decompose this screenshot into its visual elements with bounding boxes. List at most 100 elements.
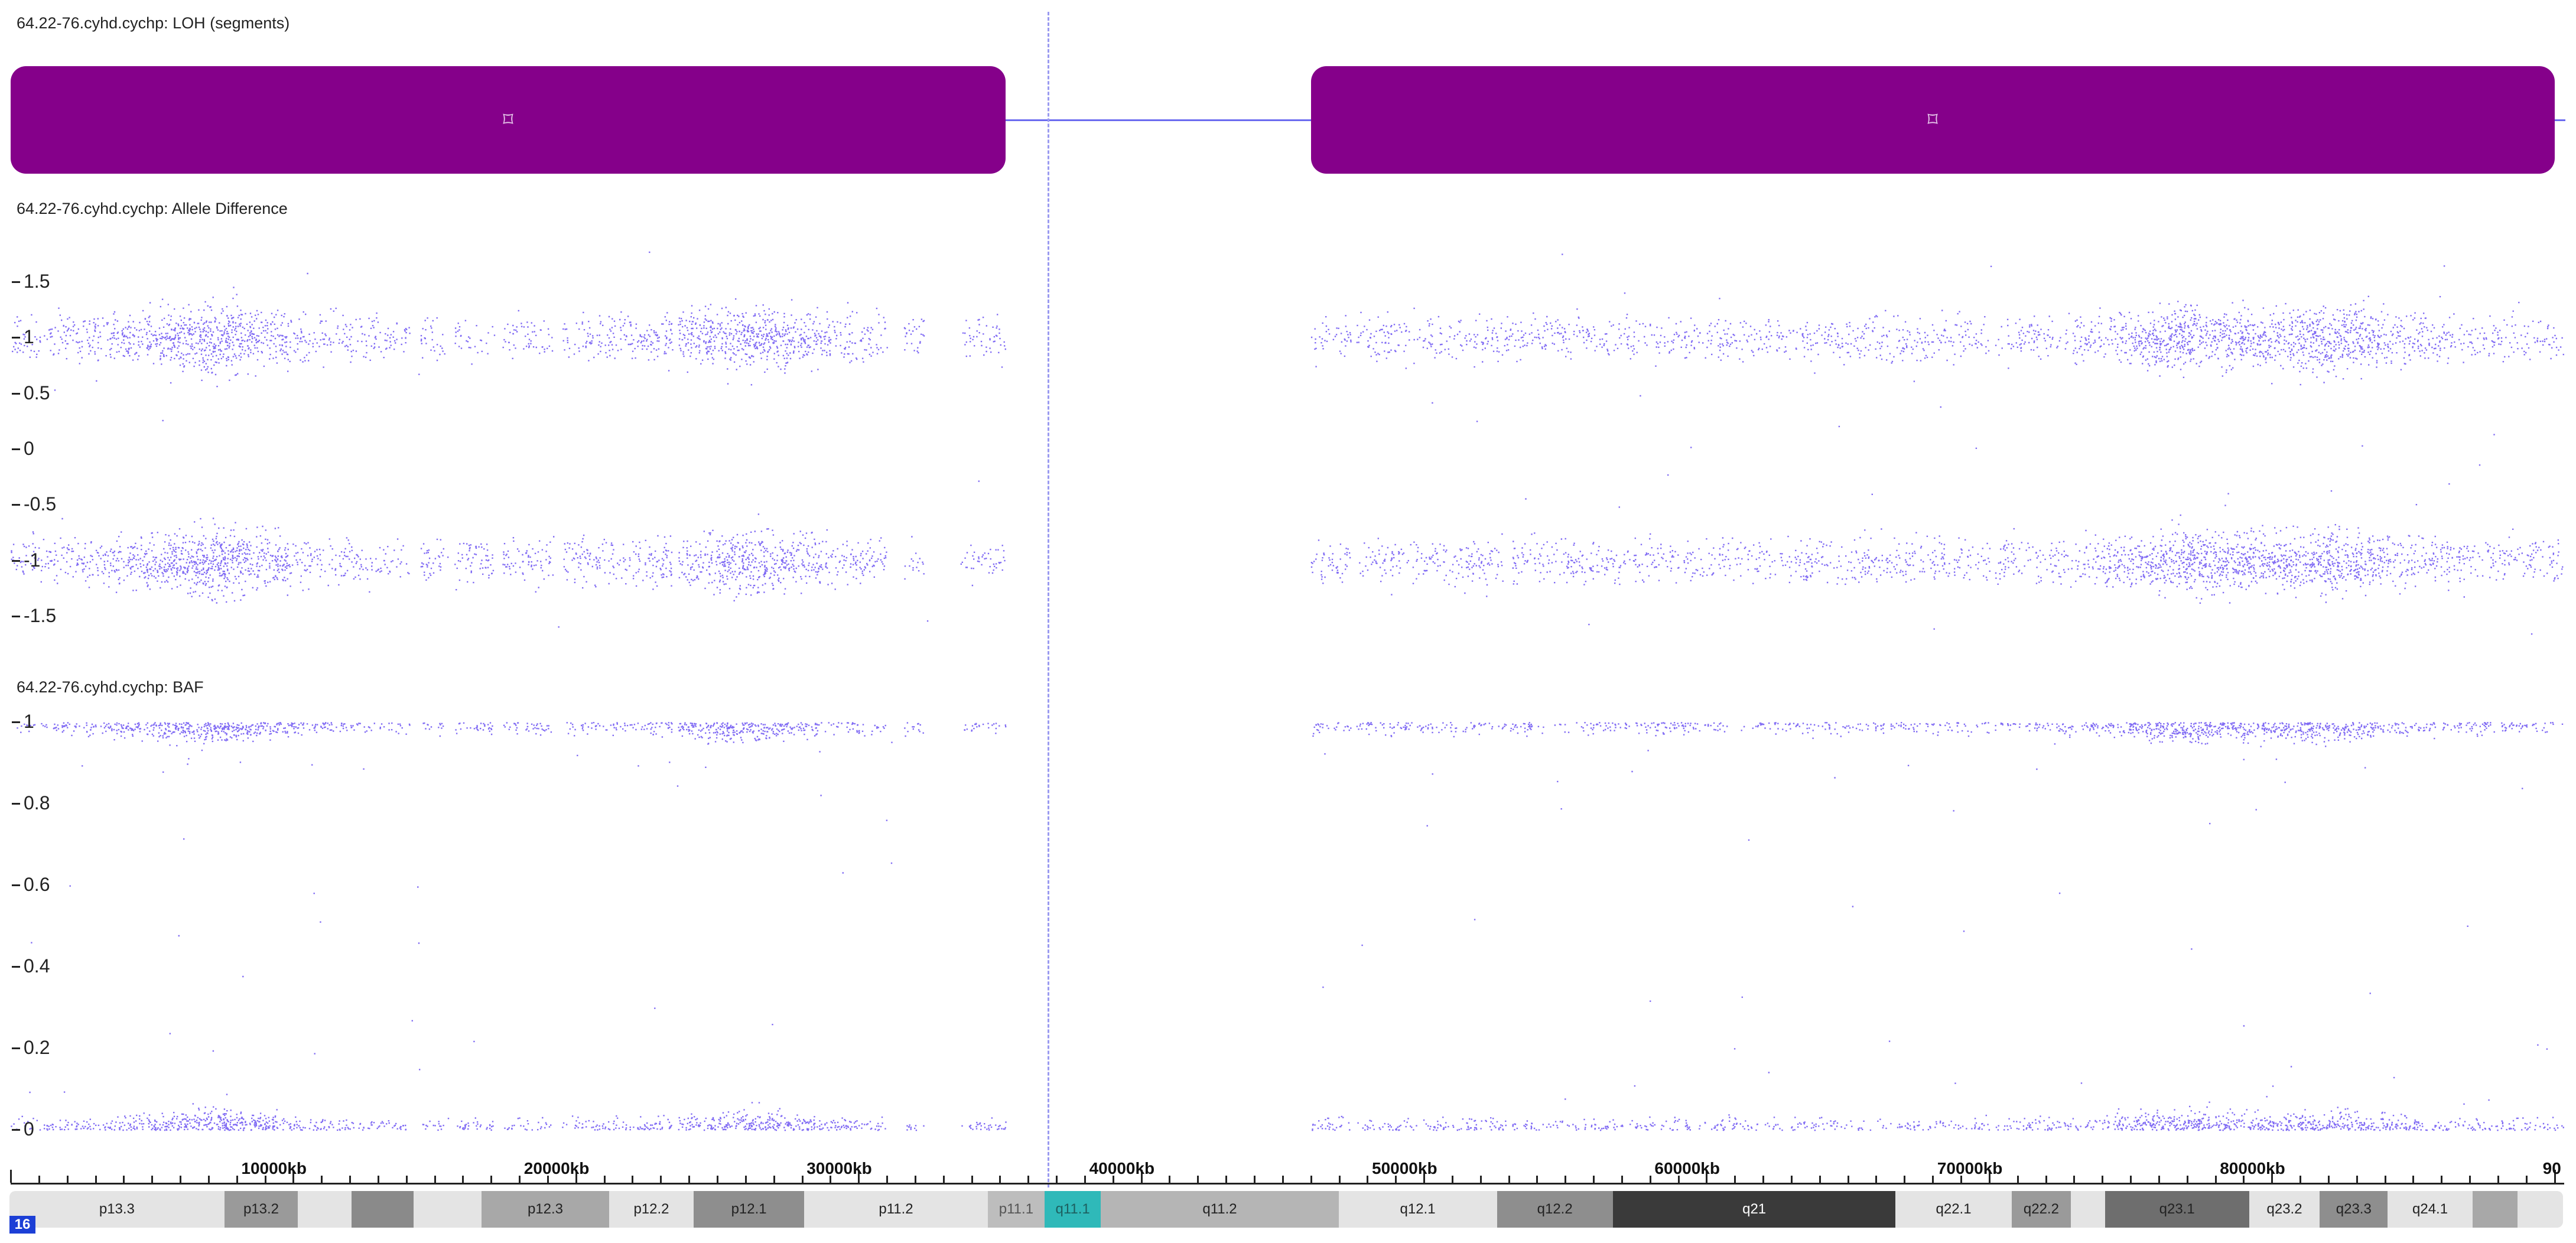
ideogram-band[interactable]: p12.3	[482, 1191, 609, 1228]
ruler-label: 20000kb	[523, 1159, 590, 1177]
ruler-minor-tick	[2102, 1176, 2104, 1183]
ideogram-band[interactable]: q21	[1612, 1191, 1896, 1228]
ruler-minor-tick	[1310, 1176, 1312, 1183]
ruler-minor-tick	[377, 1176, 379, 1183]
ruler-minor-tick	[1960, 1176, 1962, 1183]
y-tick-label: 1.5	[24, 270, 50, 292]
y-tick-label: 0.2	[24, 1037, 50, 1058]
ideogram-band-label: q11.2	[1202, 1201, 1237, 1217]
y-tick-mark	[12, 803, 20, 805]
y-tick-mark	[12, 721, 20, 723]
ideogram-band[interactable]	[2518, 1191, 2563, 1228]
ideogram-band-label: p11.1	[998, 1201, 1034, 1217]
ideogram-band-label: q24.1	[2412, 1201, 2448, 1217]
ruler-label: 70000kb	[1937, 1159, 2003, 1177]
ruler-label: 60000kb	[1654, 1159, 1720, 1177]
ruler-minor-tick	[1253, 1176, 1256, 1183]
ideogram-band-label: q12.1	[1400, 1201, 1436, 1217]
chromosome-ideogram[interactable]: p13.3 p13.2 p12.3 p12.2 p12.1 p11.2 p11.1 q11.1…	[9, 1191, 2563, 1228]
ideogram-band-label: q23.3	[2336, 1201, 2372, 1217]
ruler-minor-tick	[717, 1176, 718, 1183]
ideogram-band[interactable]: q12.2	[1497, 1191, 1613, 1228]
ruler-minor-tick	[914, 1176, 916, 1183]
ruler-minor-tick	[236, 1176, 238, 1183]
baf-track-title: 64.22-76.cyhd.cychp: BAF	[17, 678, 204, 696]
ideogram-band[interactable]	[2071, 1191, 2105, 1228]
loh-segment-connector	[2554, 119, 2565, 121]
ideogram-band-label: q22.2	[2023, 1201, 2059, 1217]
loh-segment[interactable]: ⌑	[11, 66, 1006, 174]
ruler-minor-tick	[2384, 1176, 2386, 1183]
ruler-minor-tick	[2497, 1176, 2499, 1183]
loh-track-title: 64.22-76.cyhd.cychp: LOH (segments)	[17, 14, 290, 32]
ruler-minor-tick	[773, 1176, 775, 1183]
ruler-minor-tick	[830, 1176, 832, 1183]
ruler-minor-tick	[1084, 1176, 1086, 1183]
y-tick-label: 0.5	[24, 382, 50, 404]
ideogram-band[interactable]: q23.1	[2105, 1191, 2249, 1228]
ideogram-band[interactable]: q23.2	[2249, 1191, 2320, 1228]
resize-handle-icon[interactable]: ⌑	[1927, 109, 1938, 131]
ruler-minor-tick	[207, 1176, 210, 1183]
ruler-minor-tick	[1621, 1176, 1623, 1183]
ideogram-band[interactable]: p13.2	[224, 1191, 298, 1228]
ideogram-band[interactable]: p11.1	[988, 1191, 1045, 1228]
ideogram-band[interactable]: q24.1	[2388, 1191, 2473, 1228]
ideogram-band[interactable]: q23.3	[2320, 1191, 2388, 1228]
ruler-major-tick	[858, 1170, 860, 1183]
ideogram-band[interactable]: p13.3	[9, 1191, 225, 1228]
y-tick-mark	[12, 1129, 20, 1131]
ideogram-band[interactable]: q22.2	[2011, 1191, 2071, 1228]
ruler-major-tick	[1706, 1170, 1708, 1183]
ruler-minor-tick	[1593, 1176, 1595, 1183]
ideogram-band-label: p11.2	[879, 1201, 913, 1217]
position-cursor-line[interactable]	[1047, 12, 1049, 1187]
ideogram-band[interactable]: q22.1	[1895, 1191, 2012, 1228]
allele-difference-track-title: 64.22-76.cyhd.cychp: Allele Difference	[17, 200, 288, 217]
ruler-minor-tick	[1819, 1176, 1821, 1183]
ruler-minor-tick	[2016, 1176, 2019, 1183]
ruler-minor-tick	[2469, 1176, 2471, 1183]
y-tick-mark	[12, 448, 20, 450]
ideogram-band[interactable]: p11.2	[804, 1191, 988, 1228]
ruler-minor-tick	[999, 1176, 1001, 1183]
ruler-label: 30000kb	[806, 1159, 872, 1177]
ruler-minor-tick	[1451, 1176, 1453, 1183]
y-tick-label: 1	[24, 326, 34, 348]
ideogram-band[interactable]	[352, 1191, 414, 1228]
ideogram-band[interactable]: q12.1	[1338, 1191, 1497, 1228]
ruler-minor-tick	[2243, 1176, 2245, 1183]
ideogram-band[interactable]	[414, 1191, 482, 1228]
y-tick-label: 0.8	[24, 792, 50, 814]
ruler-minor-tick	[1338, 1176, 1341, 1183]
ruler-label: 50000kb	[1372, 1159, 1437, 1177]
ideogram-band[interactable]	[2472, 1191, 2518, 1228]
ruler-minor-tick	[688, 1176, 691, 1183]
ruler-minor-tick	[2412, 1176, 2415, 1183]
ruler-minor-tick	[1169, 1176, 1171, 1183]
ruler-minor-tick	[1677, 1176, 1680, 1183]
ideogram-band[interactable]: p12.2	[609, 1191, 694, 1228]
y-tick-label: 0.4	[24, 955, 50, 977]
ruler-minor-tick	[95, 1176, 97, 1183]
ruler-minor-tick	[462, 1176, 464, 1183]
ruler-minor-tick	[971, 1176, 973, 1183]
data-points	[11, 722, 2565, 1131]
y-tick-mark	[12, 884, 20, 886]
ruler-major-tick	[2554, 1170, 2556, 1183]
ideogram-band[interactable]: p12.1	[694, 1191, 804, 1228]
ideogram-band[interactable]	[298, 1191, 352, 1228]
ruler-minor-tick	[1197, 1176, 1199, 1183]
y-tick-mark	[12, 559, 20, 562]
ideogram-band[interactable]: q11.2	[1101, 1191, 1339, 1228]
ideogram-band-label: p13.3	[99, 1201, 135, 1217]
ruler-minor-tick	[1056, 1176, 1058, 1183]
resize-handle-icon[interactable]: ⌑	[503, 109, 513, 131]
ruler-minor-tick	[38, 1176, 40, 1183]
ideogram-band[interactable]: q11.1	[1044, 1191, 1101, 1228]
loh-segment[interactable]: ⌑	[1310, 66, 2555, 174]
ruler-minor-tick	[1367, 1176, 1369, 1183]
ideogram-band-label: p13.2	[243, 1201, 279, 1217]
ruler-minor-tick	[547, 1176, 549, 1183]
y-tick-label: -1.5	[24, 605, 57, 627]
